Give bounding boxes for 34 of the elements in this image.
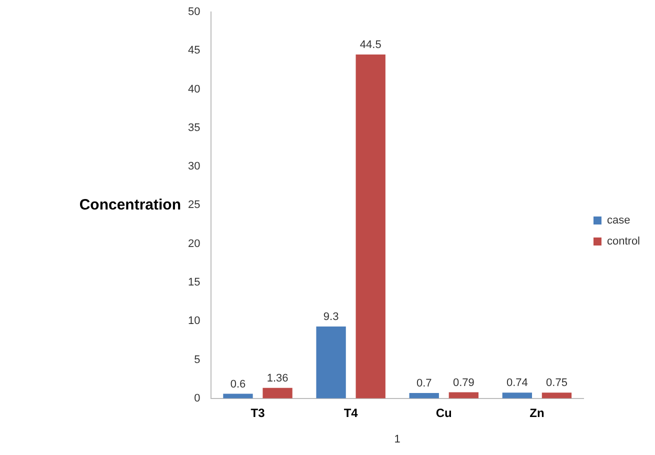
y-tick-label: 45 — [188, 44, 200, 57]
y-tick-label: 15 — [188, 276, 200, 289]
bar — [502, 392, 532, 398]
bar — [542, 392, 572, 398]
x-tick-label: Zn — [530, 406, 544, 420]
y-tick-label: 30 — [188, 160, 200, 173]
bar — [316, 326, 346, 398]
y-tick-label: 20 — [188, 238, 200, 250]
y-tick-label: 40 — [188, 83, 200, 96]
data-label: 0.6 — [230, 378, 246, 390]
x-tick-label: T3 — [250, 406, 266, 420]
bar — [356, 54, 386, 398]
data-label: 0.74 — [506, 377, 528, 390]
data-label: 0.75 — [546, 377, 568, 390]
bar — [448, 392, 478, 398]
y-axis-title: Concentration — [79, 196, 181, 214]
data-label: 0.79 — [452, 376, 474, 389]
data-label: 9.3 — [323, 311, 339, 324]
x-axis-title: 1 — [394, 433, 400, 446]
x-tick-label: T4 — [344, 406, 358, 420]
legend-label: case — [606, 214, 630, 227]
bar — [262, 388, 292, 398]
data-label: 1.36 — [266, 372, 288, 384]
y-tick-label: 5 — [194, 354, 200, 366]
y-tick-label: 35 — [188, 122, 200, 134]
y-tick-label: 25 — [188, 199, 200, 212]
y-tick-label: 50 — [188, 6, 200, 18]
y-tick-label: 10 — [188, 315, 200, 328]
data-label: 44.5 — [360, 39, 382, 52]
data-label: 0.7 — [416, 378, 432, 390]
legend-label: control — [606, 236, 640, 248]
x-tick-label: Cu — [436, 406, 452, 420]
bar — [409, 392, 439, 398]
y-tick-label: 0 — [194, 392, 200, 404]
